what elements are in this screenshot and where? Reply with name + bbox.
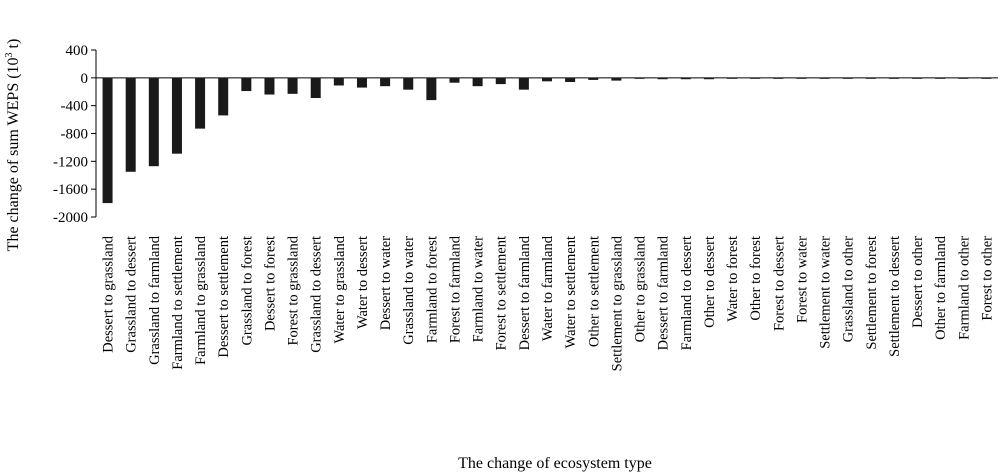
- bar: [102, 77, 113, 204]
- x-category-label: Water to grassland: [332, 235, 348, 343]
- bar: [727, 77, 738, 79]
- plot-area: 400 0 -400 -800 -1200 -1600 -2000 Dessert to gr…: [53, 43, 998, 371]
- x-category-label: Settlement to forest: [864, 236, 880, 350]
- bar: [888, 77, 899, 79]
- y-tick-label: 0: [81, 71, 89, 87]
- bar: [333, 77, 344, 86]
- x-category-label: Forest to settlement: [494, 236, 510, 350]
- x-category-label: Settlement to grassland: [609, 235, 625, 371]
- bar: [958, 77, 969, 79]
- x-category-label: Dessert to grassland: [101, 235, 117, 353]
- bar: [565, 77, 576, 83]
- bar: [542, 77, 552, 82]
- x-category-label: Farmland to water: [471, 236, 487, 342]
- bar: [819, 77, 830, 79]
- x-category-label: Grassland to farmland: [147, 235, 163, 365]
- x-category-label: Farmland to dessert: [679, 236, 695, 350]
- bar: [773, 77, 784, 79]
- bar: [796, 77, 807, 79]
- x-category-label: Forest to water: [794, 236, 810, 323]
- y-tick-label: -800: [61, 127, 89, 143]
- bar: [680, 77, 691, 80]
- x-category-label: Forest to dessert: [771, 236, 787, 331]
- x-category-label: Dessert to settlement: [216, 236, 232, 358]
- bar: [449, 77, 460, 83]
- y-tick-label: -1600: [53, 182, 88, 198]
- bar: [241, 77, 252, 92]
- x-category-label: Settlement to dessert: [887, 236, 903, 357]
- bar: [981, 77, 992, 79]
- bar: [472, 77, 483, 87]
- bar: [518, 77, 529, 90]
- x-category-label: Grassland to water: [401, 236, 417, 345]
- x-category-label: Farmland to other: [956, 236, 972, 340]
- x-category-label: Grassland to forest: [239, 236, 255, 346]
- bar: [912, 77, 923, 79]
- x-category-label: Other to dessert: [702, 236, 718, 328]
- x-category-label: Grassland to dessert: [309, 236, 325, 353]
- y-axis-title: The change of sum WEPS (103 t): [4, 39, 22, 252]
- bar: [125, 77, 136, 172]
- x-category-label: Dessert to farmland: [517, 235, 533, 350]
- bar: [611, 77, 622, 81]
- bar: [634, 77, 645, 79]
- y-tick-label: -400: [61, 99, 89, 115]
- bar: [865, 77, 876, 79]
- bar: [171, 77, 182, 154]
- x-category-label: Water to farmland: [540, 235, 556, 341]
- x-category-label: Water to settlement: [563, 236, 579, 348]
- bar: [310, 77, 321, 99]
- bar: [148, 77, 159, 167]
- bar: [703, 77, 714, 80]
- x-category-label: Other to grassland: [633, 235, 649, 342]
- bar: [403, 77, 414, 90]
- bar: [842, 77, 853, 79]
- bar: [264, 77, 275, 95]
- x-category-label: Farmland to grassland: [193, 235, 209, 365]
- x-category-label: Farmland to forest: [424, 236, 440, 343]
- x-category-label: Other to settlement: [586, 236, 602, 347]
- bar: [657, 77, 668, 80]
- x-axis-title: The change of ecosystem type: [458, 455, 652, 472]
- x-category-label: Forest to farmland: [447, 235, 463, 343]
- x-category-label: Other to forest: [748, 236, 764, 321]
- x-category-label: Grassland to dessert: [124, 236, 140, 353]
- bar: [356, 77, 367, 88]
- bar: [380, 77, 391, 87]
- y-tick-label: 400: [66, 43, 89, 59]
- x-category-label: Other to farmland: [933, 235, 949, 340]
- x-category-label: Dessert to other: [910, 236, 926, 328]
- y-tick-label: -1200: [53, 154, 88, 170]
- x-category-label: Forest to other: [979, 236, 995, 321]
- x-category-label: Dessert to water: [378, 236, 394, 330]
- x-category-label: Water to dessert: [355, 236, 371, 329]
- x-category-label: Grassland to other: [841, 236, 857, 342]
- bar: [426, 77, 437, 101]
- x-category-label: Dessert to forest: [262, 236, 278, 331]
- x-category-label: Water to forest: [725, 236, 741, 322]
- x-category-label: Forest to grassland: [286, 235, 302, 345]
- bar: [195, 77, 206, 129]
- bar: [495, 77, 506, 85]
- x-category-label: Farmland to settlement: [170, 236, 186, 370]
- x-category-label: Settlement to water: [818, 236, 834, 349]
- bar: [935, 77, 946, 79]
- bar: [750, 77, 761, 79]
- bar: [218, 77, 229, 116]
- x-category-label: Dessert to farmland: [656, 235, 672, 350]
- y-tick-label: -2000: [53, 210, 88, 226]
- bar: [588, 77, 599, 80]
- bar: [287, 77, 298, 94]
